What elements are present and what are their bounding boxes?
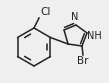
Text: Cl: Cl	[40, 7, 50, 17]
Text: N: N	[71, 12, 79, 22]
Text: Br: Br	[77, 56, 89, 66]
Text: NH: NH	[87, 31, 101, 41]
